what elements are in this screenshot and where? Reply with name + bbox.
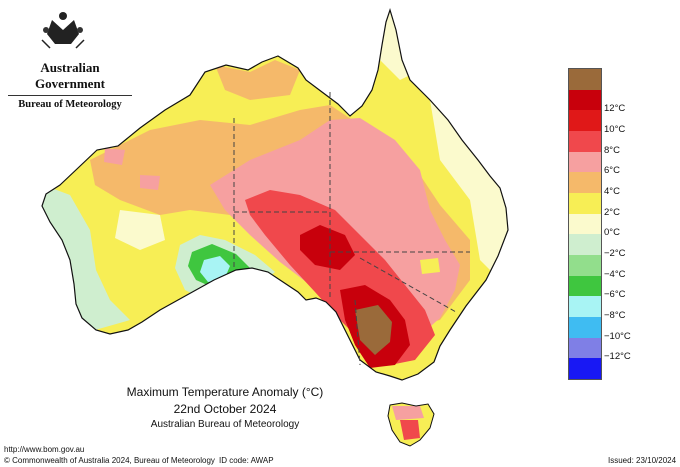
legend-swatch <box>569 89 601 111</box>
footer-copyright: © Commonwealth of Australia 2024, Bureau… <box>4 456 215 465</box>
legend-swatch <box>569 234 601 256</box>
legend-label: −8°C <box>604 310 626 321</box>
legend-swatch <box>569 358 601 380</box>
legend-label: −12°C <box>604 351 631 363</box>
legend-swatch <box>569 255 601 277</box>
coat-of-arms <box>41 12 85 49</box>
legend-label: 6°C <box>604 165 620 177</box>
legend-swatch <box>569 213 601 235</box>
legend-swatch <box>569 317 601 339</box>
legend-swatch <box>569 151 601 173</box>
legend-swatch <box>569 69 601 91</box>
legend-label: −2°C <box>604 248 626 259</box>
legend-label: 12°C <box>604 103 626 115</box>
legend-swatch <box>569 275 601 297</box>
footer-id-code: ID code: AWAP <box>219 456 274 465</box>
bureau-title: Bureau of Meteorology <box>18 99 122 110</box>
legend-label: −4°C <box>604 268 626 280</box>
legend-swatch <box>569 131 601 153</box>
legend-label: 10°C <box>604 124 626 135</box>
map-title-block: Maximum Temperature Anomaly (°C) 22nd Oc… <box>110 385 340 430</box>
footer-url[interactable]: http://www.bom.gov.au <box>4 445 85 454</box>
legend-label: 0°C <box>604 227 620 239</box>
legend-label: −6°C <box>604 289 626 301</box>
colour-legend <box>568 68 602 380</box>
legend-label: 2°C <box>604 206 620 218</box>
footer-issued: Issued: 23/10/2024 <box>608 456 677 465</box>
legend-swatch <box>569 296 601 318</box>
legend-label: 8°C <box>604 144 620 156</box>
government-header: Australian Government Bureau of Meteorol… <box>8 10 132 110</box>
legend-swatch <box>569 110 601 132</box>
legend-label: −10°C <box>604 330 631 342</box>
legend-label: 4°C <box>604 186 620 197</box>
header-rule <box>8 95 132 96</box>
legend-swatch <box>569 193 601 215</box>
map-source: Australian Bureau of Meteorology <box>150 419 300 430</box>
state-borders <box>233 92 470 366</box>
map-title: Maximum Temperature Anomaly (°C) <box>126 385 324 399</box>
map-date: 22nd October 2024 <box>173 402 277 416</box>
legend-swatch <box>569 337 601 359</box>
legend-swatch <box>569 172 601 194</box>
government-title: Australian Government <box>34 60 106 91</box>
